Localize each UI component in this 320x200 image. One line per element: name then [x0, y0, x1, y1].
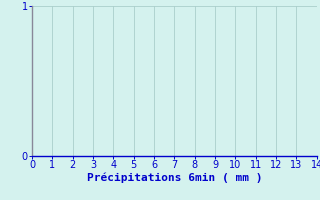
X-axis label: Précipitations 6min ( mm ): Précipitations 6min ( mm ) — [87, 173, 262, 183]
